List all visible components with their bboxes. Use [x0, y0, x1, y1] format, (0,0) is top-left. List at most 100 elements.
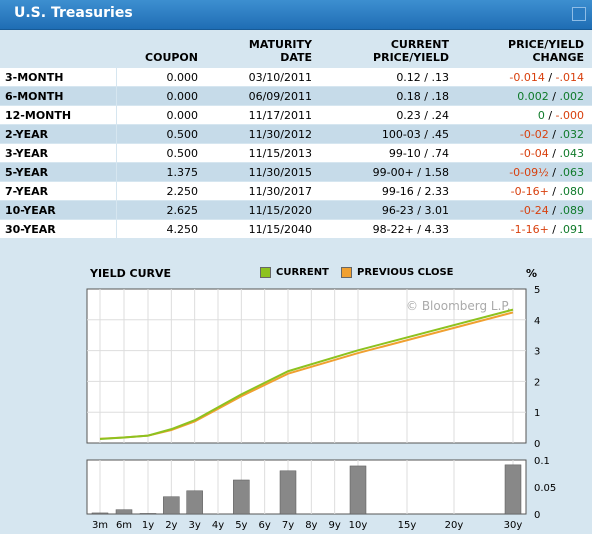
table-row[interactable]: 5-YEAR 1.375 11/30/2015 99-00+ / 1.58 -0-09½…: [0, 162, 592, 182]
bar-plot-area: [86, 459, 527, 515]
table-row[interactable]: 10-YEAR 2.625 11/15/2020 96-23 / 3.01 -0-24 …: [0, 200, 592, 220]
x-tick-label: 6y: [259, 520, 271, 531]
price-change: -1-16+: [510, 222, 549, 236]
bar-1y: [139, 513, 157, 515]
change-separator: /: [544, 70, 556, 84]
panel-title: U.S. Treasuries: [14, 5, 133, 21]
yield-change: .091: [559, 222, 585, 236]
treasuries-table: COUPON MATURITY DATE CURRENT PRICE/YIELD P…: [0, 38, 592, 239]
coupon-cell: 0.000: [116, 68, 206, 87]
row-label[interactable]: 2-YEAR: [0, 124, 117, 144]
y-tick-label: 0: [534, 439, 540, 450]
y-tick-label: 4: [534, 316, 540, 327]
change-cell: -0-24 / .089: [457, 200, 592, 220]
row-label[interactable]: 30-YEAR: [0, 219, 117, 239]
row-label[interactable]: 3-MONTH: [0, 68, 117, 87]
table-row[interactable]: 12-MONTH 0.000 11/17/2011 0.23 / .24 0 / -.0…: [0, 105, 592, 125]
maturity-cell: 06/09/2011: [206, 86, 320, 106]
bar-y-tick-label: 0.1: [534, 456, 550, 467]
row-label[interactable]: 3-YEAR: [0, 143, 117, 163]
change-cell: -0.014 / -.014: [457, 68, 592, 87]
coupon-cell: 2.625: [116, 200, 206, 220]
bar-3m: [91, 512, 109, 515]
x-tick-label: 1y: [142, 520, 154, 531]
current-cell: 99-16 / 2.33: [320, 181, 457, 201]
change-separator: /: [548, 165, 560, 179]
current-cell: 0.23 / .24: [320, 105, 457, 125]
col-coupon: COUPON: [145, 51, 198, 64]
price-change: 0: [537, 108, 545, 122]
table-row[interactable]: 3-YEAR 0.500 11/15/2013 99-10 / .74 -0-04 / …: [0, 143, 592, 163]
yield-change: .002: [559, 89, 585, 103]
bar-10y: [349, 465, 367, 515]
legend-label-current: CURRENT: [276, 267, 329, 278]
x-tick-label: 7y: [282, 520, 294, 531]
x-tick-label: 3m: [92, 520, 108, 531]
yield-change: -.000: [555, 108, 584, 122]
yield-change: .043: [559, 146, 585, 160]
current-cell: 100-03 / .45: [320, 124, 457, 144]
bar-3y: [186, 490, 203, 515]
x-tick-label: 4y: [212, 520, 224, 531]
coupon-cell: 0.500: [116, 124, 206, 144]
x-tick-label: 20y: [445, 520, 464, 531]
yield-change: .080: [559, 184, 585, 198]
row-label[interactable]: 5-YEAR: [0, 162, 117, 182]
price-change: -0-04: [519, 146, 549, 160]
change-separator: /: [548, 89, 560, 103]
x-tick-label: 6m: [116, 520, 132, 531]
maturity-cell: 11/30/2015: [206, 162, 320, 182]
panel-header: U.S. Treasuries: [0, 0, 592, 30]
price-change: -0-16+: [510, 184, 549, 198]
x-tick-label: 10y: [349, 520, 368, 531]
table-row[interactable]: 30-YEAR 4.250 11/15/2040 98-22+ / 4.33 -1-16…: [0, 219, 592, 239]
yield-change: .032: [559, 127, 585, 141]
change-cell: -0-09½ / .063: [457, 162, 592, 182]
chart-title: YIELD CURVE: [90, 267, 172, 280]
change-separator: /: [548, 203, 560, 217]
x-tick-label: 2y: [165, 520, 177, 531]
maturity-cell: 03/10/2011: [206, 68, 320, 87]
coupon-cell: 0.000: [116, 105, 206, 125]
change-cell: -0-02 / .032: [457, 124, 592, 144]
change-separator: /: [548, 146, 560, 160]
row-label[interactable]: 12-MONTH: [0, 105, 117, 125]
row-label[interactable]: 7-YEAR: [0, 181, 117, 201]
row-label[interactable]: 10-YEAR: [0, 200, 117, 220]
x-tick-label: 30y: [504, 520, 523, 531]
bar-5y: [233, 479, 250, 515]
maturity-cell: 11/15/2040: [206, 219, 320, 239]
table-row[interactable]: 7-YEAR 2.250 11/30/2017 99-16 / 2.33 -0-16+ …: [0, 181, 592, 201]
col-change: PRICE/YIELD CHANGE: [508, 38, 584, 64]
price-change: 0.002: [517, 89, 549, 103]
col-maturity: MATURITY DATE: [248, 38, 312, 64]
current-cell: 98-22+ / 4.33: [320, 219, 457, 239]
legend-swatch-current: [260, 267, 271, 278]
coupon-cell: 0.000: [116, 86, 206, 106]
coupon-cell: 0.500: [116, 143, 206, 163]
table-row[interactable]: 3-MONTH 0.000 03/10/2011 0.12 / .13 -0.014 /…: [0, 68, 592, 87]
price-change: -0.014: [509, 70, 545, 84]
price-change: -0-02: [519, 127, 549, 141]
maturity-cell: 11/30/2017: [206, 181, 320, 201]
row-label[interactable]: 6-MONTH: [0, 86, 117, 106]
y-tick-label: 3: [534, 347, 540, 358]
table-header-row: COUPON MATURITY DATE CURRENT PRICE/YIELD P…: [0, 38, 592, 68]
current-cell: 99-10 / .74: [320, 143, 457, 163]
table-row[interactable]: 2-YEAR 0.500 11/30/2012 100-03 / .45 -0-02 /…: [0, 124, 592, 144]
x-tick-label: 15y: [398, 520, 417, 531]
legend-current: CURRENT: [260, 267, 329, 278]
legend-swatch-previous: [341, 267, 352, 278]
maturity-cell: 11/15/2013: [206, 143, 320, 163]
change-cell: -1-16+ / .091: [457, 219, 592, 239]
yield-change: .063: [559, 165, 585, 179]
legend-label-previous: PREVIOUS CLOSE: [357, 267, 454, 278]
yield-change-bar-chart: 3m 6m 1y 2y 3y 4y 5y 6y 7y 8y 9y 10y 15y 20y 30y 0 0.05 0…: [86, 456, 556, 531]
change-cell: 0 / -.000: [457, 105, 592, 125]
col-current: CURRENT PRICE/YIELD: [373, 38, 449, 64]
x-tick-label: 5y: [235, 520, 247, 531]
expand-icon[interactable]: [572, 7, 586, 21]
change-separator: /: [544, 108, 556, 122]
current-cell: 0.18 / .18: [320, 86, 457, 106]
table-row[interactable]: 6-MONTH 0.000 06/09/2011 0.18 / .18 0.002 / …: [0, 86, 592, 106]
